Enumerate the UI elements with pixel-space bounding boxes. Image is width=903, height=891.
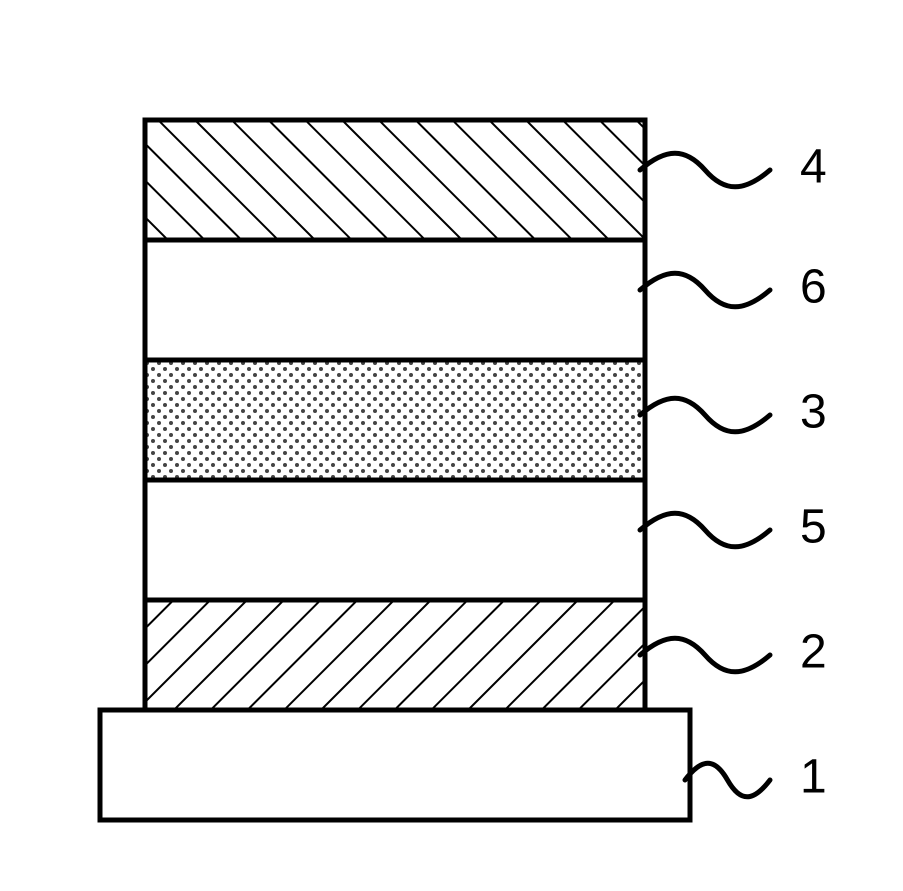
label-substrate: 1: [800, 751, 827, 804]
label-l6: 6: [800, 261, 827, 314]
layer-l2: [145, 600, 645, 710]
label-l5: 5: [800, 501, 827, 554]
layer-substrate: [100, 710, 690, 820]
label-l4: 4: [800, 141, 827, 194]
layer-l4: [145, 120, 645, 240]
layer-l6: [145, 240, 645, 360]
layer-l5: [145, 480, 645, 600]
label-l3: 3: [800, 386, 827, 439]
label-l2: 2: [800, 626, 827, 679]
layer-l3: [145, 360, 645, 480]
